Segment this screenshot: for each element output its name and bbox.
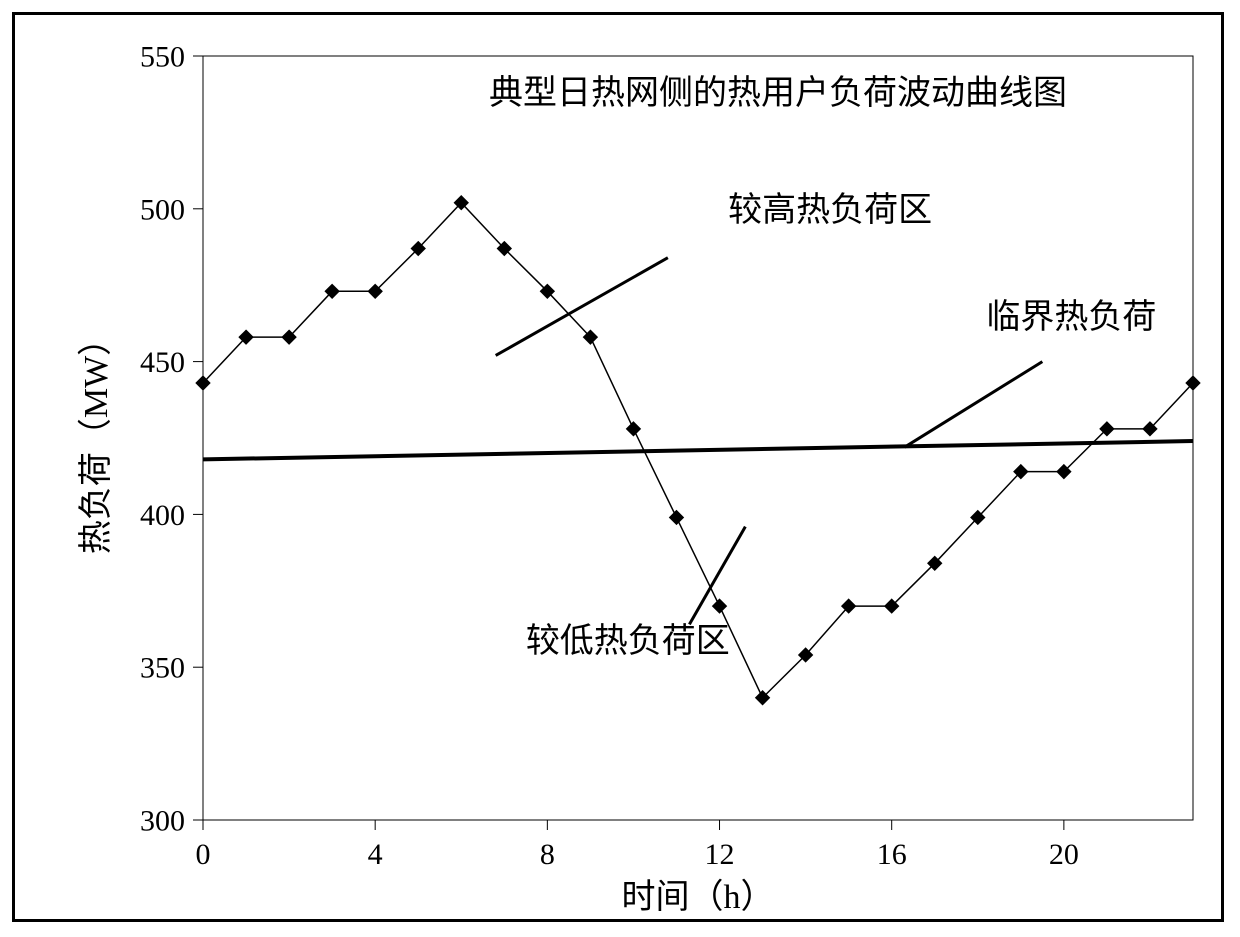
- annotation-label-2: 较低热负荷区: [526, 622, 730, 660]
- y-axis-label: 热负荷（MW）: [77, 322, 115, 554]
- x-tick-label: 20: [1049, 838, 1079, 871]
- y-tick-label: 300: [140, 805, 185, 838]
- y-tick-label: 500: [140, 193, 185, 226]
- plot-area: [203, 56, 1193, 820]
- x-tick-label: 4: [368, 838, 383, 871]
- x-tick-label: 0: [196, 838, 211, 871]
- x-tick-label: 12: [705, 838, 735, 871]
- outer-frame: 0 4 8 12 16 20 300 350 400 450 500 550 时间（h） 热负荷（MW） 典…: [12, 12, 1224, 922]
- y-tick-label: 400: [140, 499, 185, 532]
- annotation-label-1: 临界热负荷: [986, 298, 1156, 336]
- y-tick-label: 550: [140, 41, 185, 74]
- y-tick-label: 450: [140, 346, 185, 379]
- annotation-label-0: 较高热负荷区: [728, 191, 932, 229]
- x-tick-label: 8: [540, 838, 555, 871]
- y-tick-label: 350: [140, 652, 185, 685]
- heat-load-chart: 0 4 8 12 16 20 300 350 400 450 500 550 时间（h） 热负荷（MW） 典…: [15, 15, 1221, 919]
- x-tick-label: 16: [877, 838, 907, 871]
- chart-title: 典型日热网侧的热用户负荷波动曲线图: [489, 74, 1067, 112]
- x-axis-label: 时间（h）: [622, 878, 775, 916]
